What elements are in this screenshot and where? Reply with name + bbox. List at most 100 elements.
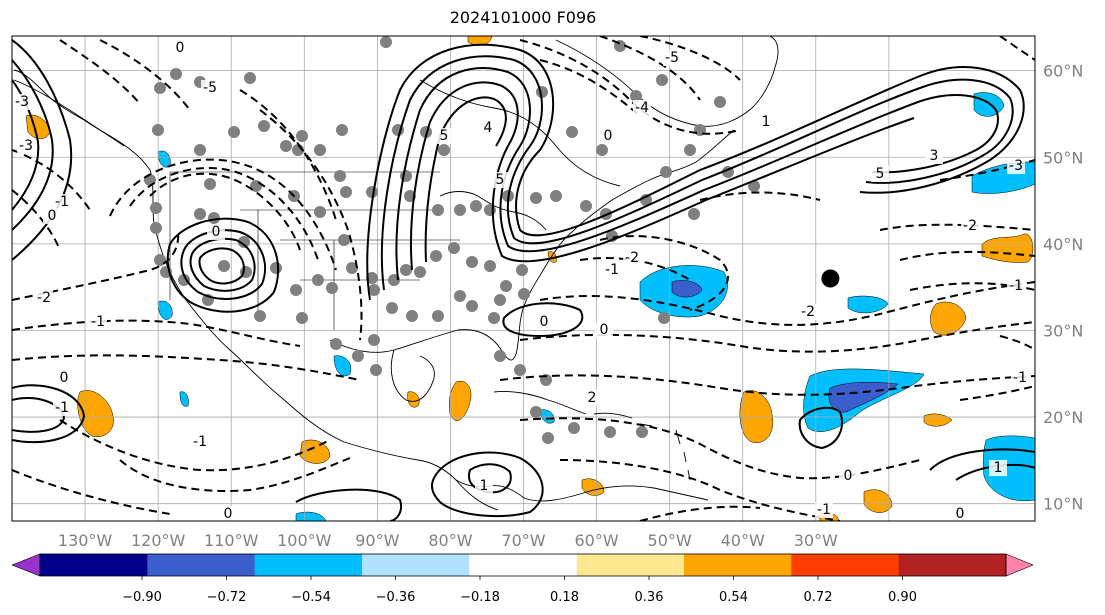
contour-label-bg bbox=[491, 172, 509, 188]
colorbar-tick-label: 0.18 bbox=[550, 590, 579, 605]
dashed-contour bbox=[109, 158, 337, 271]
contour-label: 0 bbox=[956, 506, 965, 522]
contour-label: 0 bbox=[600, 322, 609, 338]
dashed-contour bbox=[519, 39, 741, 135]
contour-label-bg bbox=[925, 148, 943, 164]
contour-label: -3 bbox=[19, 138, 33, 154]
station-dot bbox=[596, 144, 608, 156]
contour-label: -2 bbox=[37, 290, 51, 306]
dashed-contour bbox=[99, 39, 191, 111]
contour-label-bg bbox=[435, 128, 453, 144]
station-dot bbox=[352, 350, 364, 362]
colorbar-tick-label: −0.90 bbox=[122, 590, 162, 605]
station-dot bbox=[326, 282, 338, 294]
station-dot bbox=[314, 206, 326, 218]
colorbar-extend-low bbox=[11, 553, 41, 577]
station-dot bbox=[494, 294, 506, 306]
colorbar-segment bbox=[469, 554, 578, 576]
station-dot bbox=[228, 126, 240, 138]
station-dot bbox=[366, 272, 378, 284]
solid-contour bbox=[198, 247, 245, 285]
station-dot bbox=[432, 204, 444, 216]
station-dot bbox=[340, 186, 352, 198]
contour-label-bg bbox=[89, 314, 107, 330]
contour-label: -1 bbox=[817, 502, 831, 518]
contour-label: -2 bbox=[625, 250, 639, 266]
contour-label-bg bbox=[13, 94, 31, 110]
colorbar-tick-label: −0.18 bbox=[460, 590, 500, 605]
station-dot bbox=[258, 120, 270, 132]
contour-label-bg bbox=[219, 506, 237, 521]
solid-contour bbox=[929, 448, 1035, 471]
contour-label: 3 bbox=[930, 148, 939, 164]
contour-label-bg bbox=[989, 460, 1007, 476]
station-dot bbox=[714, 96, 726, 108]
station-dot bbox=[368, 334, 380, 346]
station-dot bbox=[604, 426, 616, 438]
station-dot bbox=[432, 310, 444, 322]
contour-label: 0 bbox=[60, 370, 69, 386]
contour-label: 4 bbox=[484, 120, 493, 136]
station-dot bbox=[334, 170, 346, 182]
dashed-contour bbox=[909, 282, 1035, 291]
contour-label-bg bbox=[871, 166, 889, 182]
station-dot bbox=[238, 236, 250, 248]
station-dot bbox=[500, 280, 512, 292]
contour-label: -2 bbox=[801, 304, 815, 320]
colorbar-segment bbox=[898, 554, 1007, 576]
contour-label-bg bbox=[603, 262, 621, 278]
station-dot bbox=[330, 338, 342, 350]
colorbar-segment bbox=[40, 554, 148, 576]
latitude-tick-label: 10°N bbox=[1043, 495, 1083, 514]
latitude-labels: 10°N 20°N 30°N 40°N 50°N 60°N bbox=[1043, 62, 1083, 514]
anomaly-shade bbox=[333, 355, 352, 377]
coastline-segment bbox=[493, 391, 587, 415]
solid-contour bbox=[12, 384, 86, 444]
contour-label: -1 bbox=[55, 194, 69, 210]
coastline-segment bbox=[329, 231, 573, 361]
contour-label-bg bbox=[815, 502, 833, 518]
contour-label: 5 bbox=[440, 128, 449, 144]
colorbar-segment bbox=[362, 554, 470, 576]
contour-label: 0 bbox=[176, 40, 185, 56]
station-dot bbox=[420, 126, 432, 138]
dashed-contour bbox=[599, 235, 730, 311]
longitude-tick-label: 50°W bbox=[648, 531, 692, 550]
contour-label: -1 bbox=[193, 434, 207, 450]
dashed-contour bbox=[539, 59, 641, 117]
contour-label-bg bbox=[55, 370, 73, 386]
latitude-tick-label: 50°N bbox=[1043, 148, 1083, 167]
dashed-contour bbox=[12, 189, 61, 251]
dashed-contour bbox=[12, 469, 171, 515]
station-dot bbox=[406, 310, 418, 322]
longitude-tick-label: 80°W bbox=[428, 531, 472, 550]
coastline-segment bbox=[13, 79, 499, 511]
station-dot bbox=[208, 212, 220, 224]
station-dot bbox=[530, 192, 542, 204]
solid-contour bbox=[502, 302, 584, 338]
anomaly-shade bbox=[671, 280, 703, 298]
contour-label-bg bbox=[799, 304, 817, 320]
contour-label-bg bbox=[757, 114, 775, 130]
dashed-contour bbox=[519, 321, 1035, 353]
solid-contour bbox=[166, 217, 280, 313]
contour-label-bg bbox=[595, 322, 613, 338]
station-dot bbox=[154, 82, 166, 94]
contour-label: -4 bbox=[635, 100, 649, 116]
station-dot bbox=[438, 144, 450, 156]
station-dot bbox=[400, 264, 412, 276]
contour-label: 0 bbox=[540, 314, 549, 330]
station-dot bbox=[484, 260, 496, 272]
solid-contour bbox=[431, 451, 544, 518]
dashed-contour bbox=[12, 319, 301, 347]
station-dot bbox=[454, 290, 466, 302]
solid-contour bbox=[366, 43, 1025, 301]
station-dot bbox=[430, 250, 442, 262]
anomaly-shade bbox=[179, 391, 189, 407]
station-dot bbox=[204, 178, 216, 190]
station-dot bbox=[580, 200, 592, 212]
contour-label-bg bbox=[583, 390, 601, 406]
dashed-contour bbox=[119, 457, 351, 492]
colorbar-tick-labels: −0.90 −0.72 −0.54 −0.36 −0.18 0.18 0.36 0.54 0.7… bbox=[122, 576, 917, 605]
